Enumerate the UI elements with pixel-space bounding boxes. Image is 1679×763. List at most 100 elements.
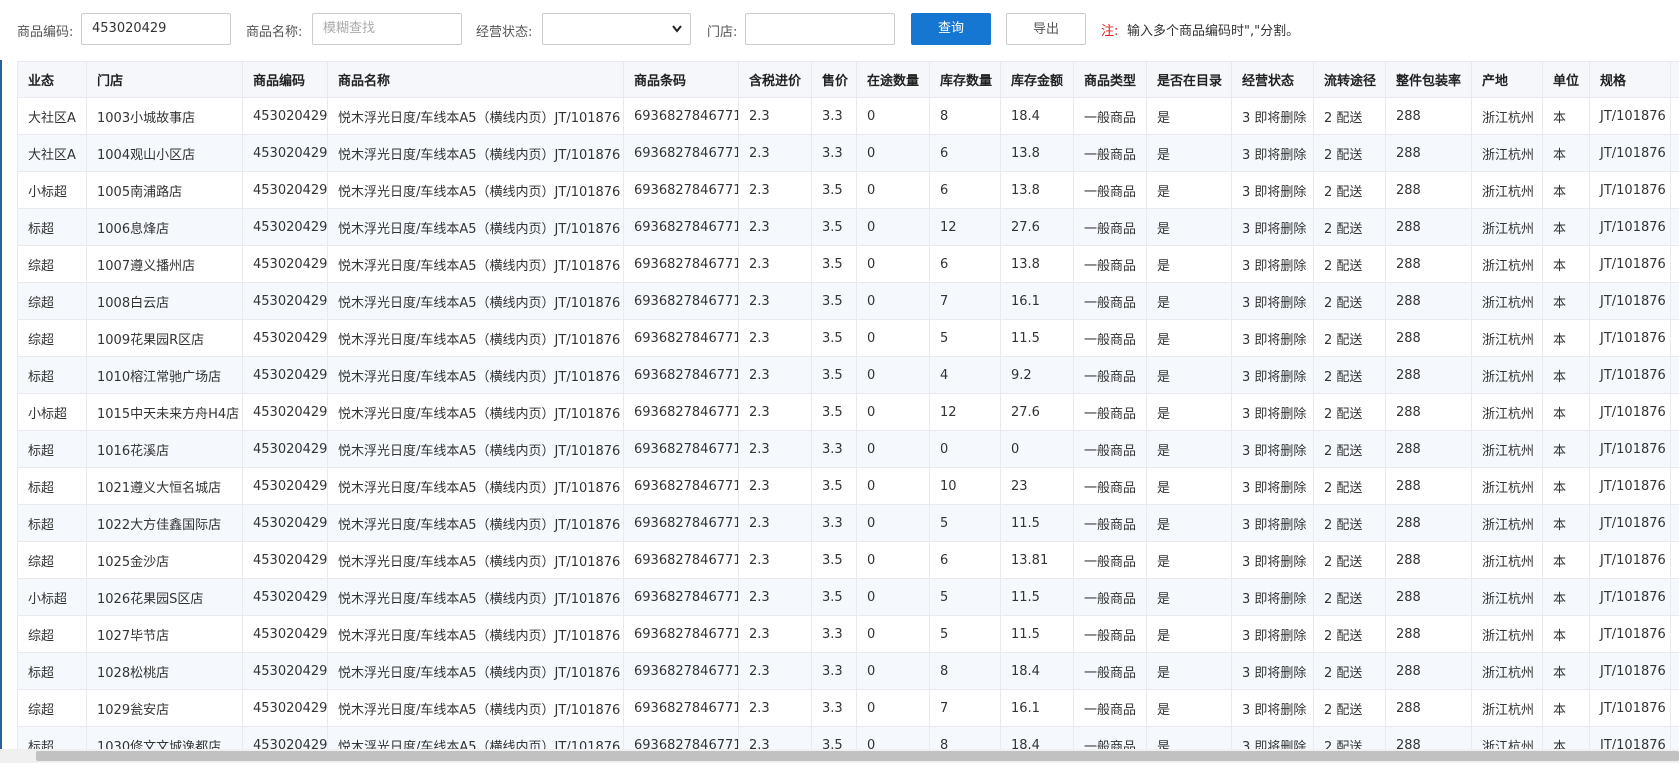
table-cell: 浙江杭州	[1471, 282, 1543, 320]
table-cell: 1028松桃店	[86, 652, 243, 690]
table-cell: 6936827846771	[623, 208, 739, 246]
table-cell: 2 配送	[1313, 541, 1386, 579]
table-cell: 6936827846771	[623, 504, 739, 542]
table-cell: 2 配送	[1313, 652, 1386, 690]
table-cell: 3 即将删除	[1231, 134, 1314, 172]
table-cell: 是	[1146, 171, 1232, 209]
table-cell: 悦木浮光日度/车线本A5（横线内页）JT/101876	[327, 393, 624, 431]
table-cell: 浙江杭州	[1471, 208, 1543, 246]
table-cell: 标超	[17, 726, 87, 749]
query-button[interactable]: 查询	[911, 13, 991, 45]
table-cell	[1670, 504, 1679, 542]
table-cell: 3 即将删除	[1231, 689, 1314, 727]
column-header: 是否在目录	[1146, 61, 1232, 98]
table-cell: 是	[1146, 504, 1232, 542]
table-cell: 3.5	[811, 208, 857, 246]
table-cell: 288	[1385, 356, 1472, 394]
table-cell: 288	[1385, 393, 1472, 431]
table-cell: 2 配送	[1313, 356, 1386, 394]
table-cell: 453020429	[242, 726, 328, 749]
table-cell: 1010榕江常驰广场店	[86, 356, 243, 394]
table-cell: 6936827846771	[623, 652, 739, 690]
table-cell: JT/101876	[1589, 245, 1671, 283]
table-cell: 综超	[17, 319, 87, 357]
table-cell: 本	[1542, 245, 1590, 283]
table-cell: 6936827846771	[623, 319, 739, 357]
table-cell: 18.4	[1000, 652, 1074, 690]
table-cell: 453020429	[242, 467, 328, 505]
export-button[interactable]: 导出	[1006, 13, 1086, 45]
table-cell: 一般商品	[1073, 319, 1147, 357]
table-cell: 是	[1146, 134, 1232, 172]
table-cell: 3 即将删除	[1231, 726, 1314, 749]
table-cell: 2.3	[738, 134, 812, 172]
table-cell: 453020429	[242, 689, 328, 727]
table-cell: 3 即将删除	[1231, 319, 1314, 357]
table-cell: 悦木浮光日度/车线本A5（横线内页）JT/101876	[327, 208, 624, 246]
table-cell: 悦木浮光日度/车线本A5（横线内页）JT/101876	[327, 356, 624, 394]
table-row: 综超 1009花果园R区店 453020429 悦木浮光日度/车线本A5（横线内页）J…	[17, 319, 1679, 357]
table-cell: 本	[1542, 726, 1590, 749]
table-cell: 0	[856, 652, 930, 690]
table-cell: 浙江杭州	[1471, 430, 1543, 468]
table-cell: 浙江杭州	[1471, 615, 1543, 653]
side-strip	[0, 60, 2, 750]
table-cell: JT/101876	[1589, 689, 1671, 727]
table-cell: 2 配送	[1313, 319, 1386, 357]
table-cell: 浙江杭州	[1471, 134, 1543, 172]
table-cell: 一般商品	[1073, 171, 1147, 209]
table-cell: 1026花果园S区店	[86, 578, 243, 616]
table-cell: 5	[929, 319, 1001, 357]
table-cell: 本	[1542, 356, 1590, 394]
table-cell: 浙江杭州	[1471, 319, 1543, 357]
table-cell: 3 即将删除	[1231, 393, 1314, 431]
table-cell: 0	[856, 97, 930, 135]
table-cell: 2.3	[738, 245, 812, 283]
table-cell: 11.5	[1000, 578, 1074, 616]
table-cell: 2 配送	[1313, 689, 1386, 727]
table-cell: 13.8	[1000, 134, 1074, 172]
table-cell: 3.5	[811, 578, 857, 616]
table-cell: 6	[929, 171, 1001, 209]
table-cell: 1027毕节店	[86, 615, 243, 653]
table-cell: 18.4	[1000, 726, 1074, 749]
column-header: 售价	[811, 61, 857, 98]
code-input[interactable]: 453020429	[81, 13, 231, 45]
table-cell: 本	[1542, 319, 1590, 357]
table-cell: 0	[856, 467, 930, 505]
table-cell: 27.6	[1000, 208, 1074, 246]
table-cell	[1670, 578, 1679, 616]
note-prefix: 注:	[1101, 24, 1119, 39]
table-cell: 一般商品	[1073, 726, 1147, 749]
table-cell	[1670, 541, 1679, 579]
table-cell: 2.3	[738, 578, 812, 616]
table-row: 小标超 1015中天未来方舟H4店 453020429 悦木浮光日度/车线本A5（横线…	[17, 393, 1679, 431]
column-header: 商品类型	[1073, 61, 1147, 98]
column-header: 单位	[1542, 61, 1590, 98]
column-header: 整件包装率	[1385, 61, 1472, 98]
table-cell: 453020429	[242, 615, 328, 653]
table-cell: 1004观山小区店	[86, 134, 243, 172]
table-cell: 0	[856, 541, 930, 579]
table-cell: 标超	[17, 430, 87, 468]
table-cell: 3.3	[811, 615, 857, 653]
table-cell: 综超	[17, 689, 87, 727]
table-cell: 一般商品	[1073, 615, 1147, 653]
table-cell: 453020429	[242, 282, 328, 320]
table-cell: 2 配送	[1313, 393, 1386, 431]
store-input[interactable]	[745, 13, 895, 45]
table-cell: 是	[1146, 282, 1232, 320]
table-cell: JT/101876	[1589, 541, 1671, 579]
table-cell: 0	[929, 430, 1001, 468]
table-cell: 1005南浦路店	[86, 171, 243, 209]
status-select[interactable]	[542, 13, 691, 45]
table-row: 大社区A 1003小城故事店 453020429 悦木浮光日度/车线本A5（横线内页）…	[17, 97, 1679, 135]
table-cell: 悦木浮光日度/车线本A5（横线内页）JT/101876	[327, 689, 624, 727]
scrollbar-thumb[interactable]	[36, 751, 1679, 761]
table-cell: 11.5	[1000, 615, 1074, 653]
name-input[interactable]: 模糊查找	[312, 13, 462, 45]
table-cell: 6936827846771	[623, 171, 739, 209]
table-cell: 6936827846771	[623, 134, 739, 172]
table-cell: 小标超	[17, 171, 87, 209]
table-cell: 3.5	[811, 171, 857, 209]
